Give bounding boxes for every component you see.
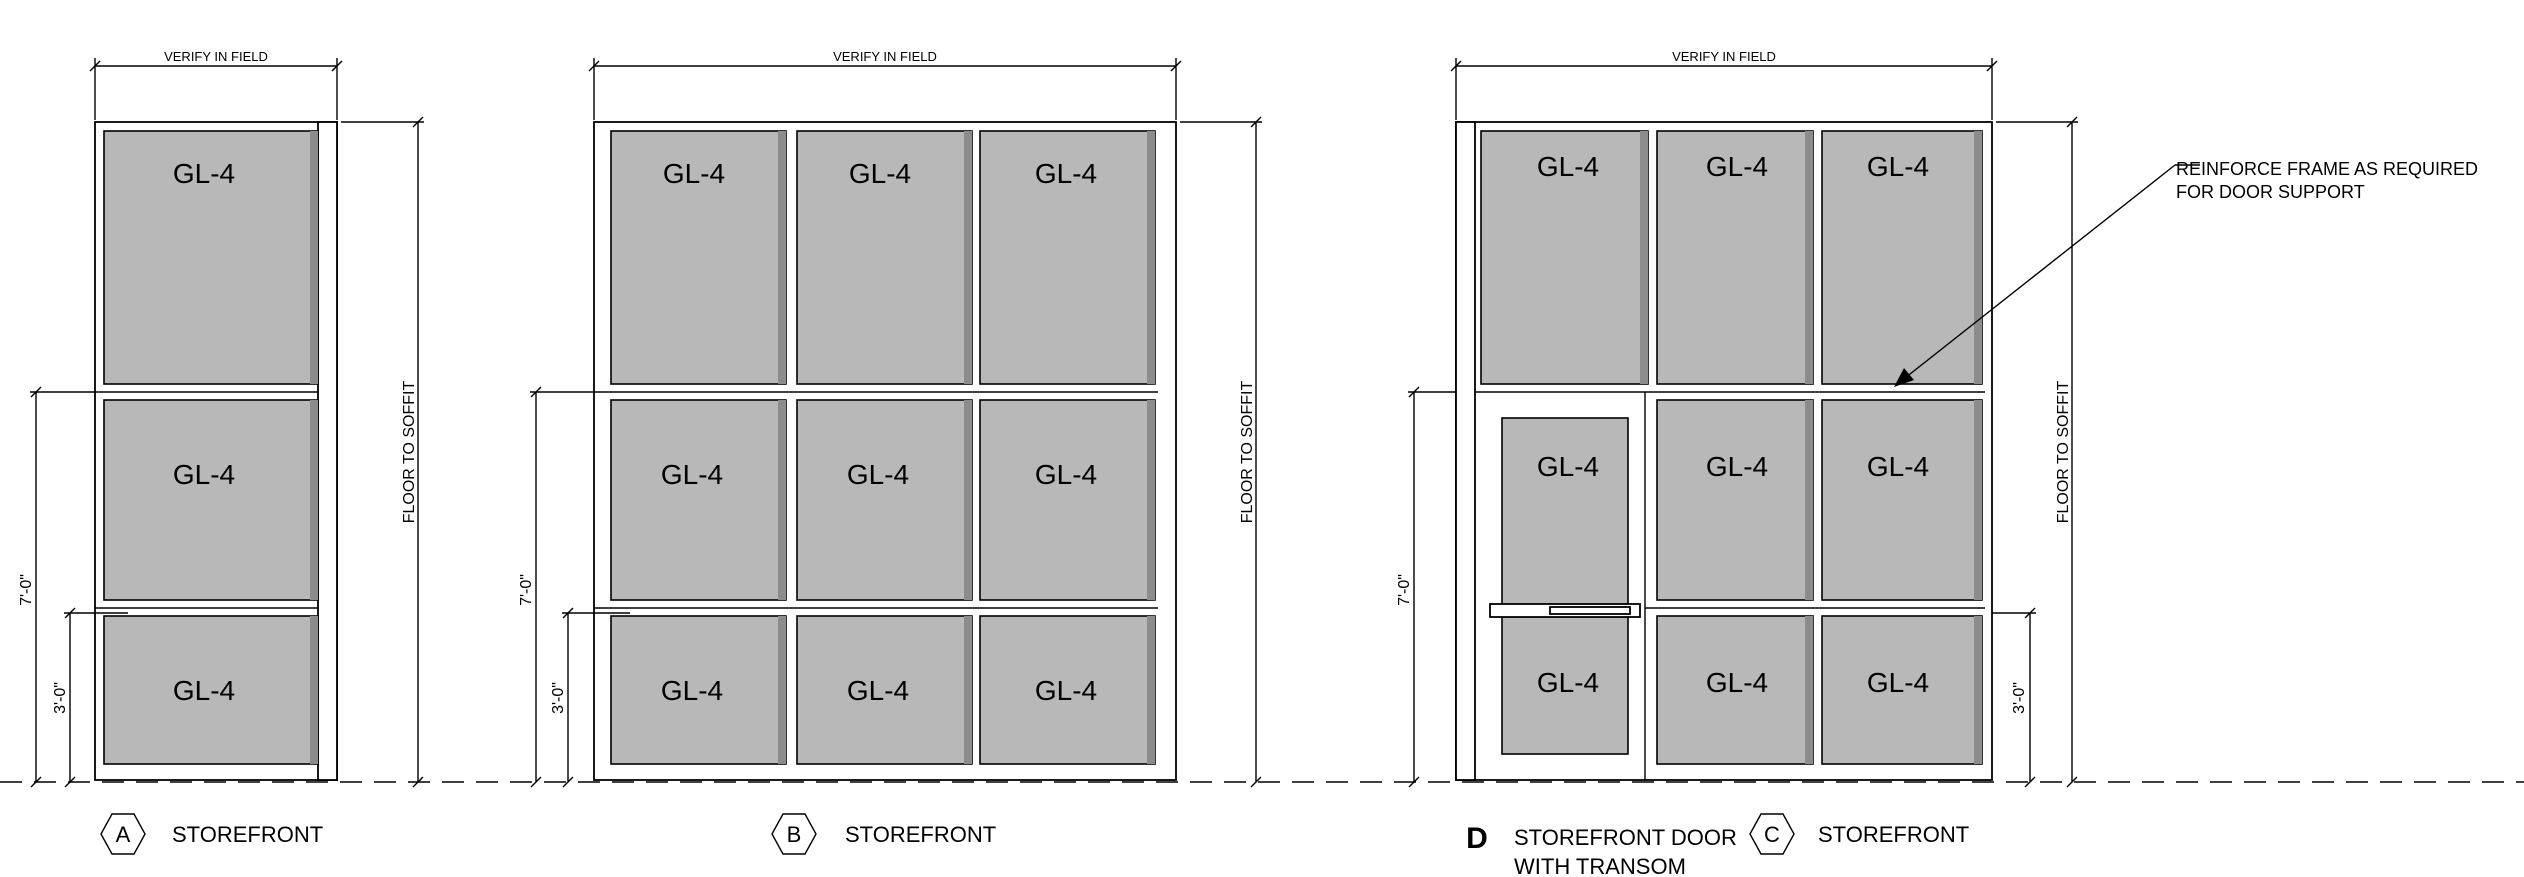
glazing-label: GL-4 xyxy=(661,459,723,490)
pane-b-2: GL-4 xyxy=(796,130,973,385)
elevation-tag-hexagon xyxy=(100,813,146,855)
glazing-label: GL-4 xyxy=(173,158,235,189)
elevation-tag-letter: A xyxy=(116,822,131,847)
glazing-label: GL-4 xyxy=(1537,451,1599,482)
annotation-line-2: FOR DOOR SUPPORT xyxy=(2176,182,2365,202)
pane-c-1: GL-4 xyxy=(1480,130,1649,385)
dim-verify-in-field: VERIFY IN FIELD xyxy=(833,49,937,64)
pane-c-7: GL-4 xyxy=(1821,615,1983,765)
pane-c-4: GL-4 xyxy=(1656,399,1814,601)
glazing-label: GL-4 xyxy=(1035,158,1097,189)
glazing-label: GL-4 xyxy=(661,675,723,706)
pane-b-5: GL-4 xyxy=(796,399,973,601)
elevation-tag-hexagon xyxy=(771,813,817,855)
pane-c-5: GL-4 xyxy=(1821,399,1983,601)
elevation-tag-hexagon xyxy=(1749,813,1795,855)
glazing-label: GL-4 xyxy=(1867,451,1929,482)
dim-floor-to-soffit: FLOOR TO SOFFIT xyxy=(401,381,418,524)
dim-verify-in-field: VERIFY IN FIELD xyxy=(1672,49,1776,64)
annotation-arrowhead xyxy=(1894,368,1914,387)
elevation-title: STOREFRONT xyxy=(1818,822,1969,847)
glazing-label: GL-4 xyxy=(1867,667,1929,698)
glazing-label: GL-4 xyxy=(173,675,235,706)
dim-three-feet: 3'-0" xyxy=(2011,682,2028,714)
glazing-label: GL-4 xyxy=(663,158,725,189)
dim-floor-to-soffit: FLOOR TO SOFFIT xyxy=(2055,381,2072,524)
storefront-door: GL-4 GL-4 xyxy=(1489,417,1641,755)
glazing-label: GL-4 xyxy=(1706,151,1768,182)
pane-b-8: GL-4 xyxy=(796,615,973,765)
glazing-label: GL-4 xyxy=(173,459,235,490)
annotation-line-1: REINFORCE FRAME AS REQUIRED xyxy=(2176,159,2478,179)
dim-three-feet: 3'-0" xyxy=(550,682,567,714)
glazing-label: GL-4 xyxy=(847,675,909,706)
dim-seven-feet: 7'-0" xyxy=(1396,574,1413,606)
door-tag-letter: D xyxy=(1466,822,1488,855)
elevation-a: GL-4 GL-4 GL-4 VERIFY IN FIELD FLOOR TO … xyxy=(18,49,424,855)
annotation-leader xyxy=(1904,164,2176,379)
glazing-label: GL-4 xyxy=(1035,675,1097,706)
glazing-label: GL-4 xyxy=(1035,459,1097,490)
pane-a-3: GL-4 xyxy=(103,615,319,765)
door-push-plate xyxy=(1549,606,1631,615)
pane-b-1: GL-4 xyxy=(610,130,787,385)
elevation-tag-letter: C xyxy=(1764,822,1780,847)
elevation-b: GL-4 GL-4 GL-4 GL-4 GL-4 GL-4 GL-4 GL-4 … xyxy=(518,49,1262,855)
dim-three-feet: 3'-0" xyxy=(52,682,69,714)
glazing-label: GL-4 xyxy=(1867,151,1929,182)
dim-verify-in-field: VERIFY IN FIELD xyxy=(164,49,268,64)
glazing-label: GL-4 xyxy=(1537,151,1599,182)
pane-b-9: GL-4 xyxy=(979,615,1156,765)
pane-a-2: GL-4 xyxy=(103,399,319,601)
glazing-label: GL-4 xyxy=(847,459,909,490)
glazing-label: GL-4 xyxy=(849,158,911,189)
elevation-title: STOREFRONT xyxy=(845,822,996,847)
frame-a-right-strip xyxy=(317,121,338,781)
pane-c-3: GL-4 xyxy=(1821,130,1983,385)
pane-a-1: GL-4 xyxy=(103,130,319,385)
dim-seven-feet: 7'-0" xyxy=(518,574,535,606)
dim-seven-feet: 7'-0" xyxy=(18,574,35,606)
elevation-title: STOREFRONT xyxy=(172,822,323,847)
door-title-line-2: WITH TRANSOM xyxy=(1514,854,1686,877)
elevation-door-and-c: GL-4 GL-4 GL-4 GL-4 GL-4 GL-4 GL-4 GL-4 … xyxy=(1396,49,2478,877)
pane-c-2: GL-4 xyxy=(1656,130,1814,385)
frame-c-left-strip xyxy=(1455,121,1476,781)
pane-b-6: GL-4 xyxy=(979,399,1156,601)
pane-b-7: GL-4 xyxy=(610,615,787,765)
pane-b-3: GL-4 xyxy=(979,130,1156,385)
door-title-line-1: STOREFRONT DOOR xyxy=(1514,825,1737,850)
glazing-label: GL-4 xyxy=(1706,451,1768,482)
glazing-label: GL-4 xyxy=(1706,667,1768,698)
pane-b-4: GL-4 xyxy=(610,399,787,601)
pane-c-6: GL-4 xyxy=(1656,615,1814,765)
glazing-label: GL-4 xyxy=(1537,667,1599,698)
elevation-tag-letter: B xyxy=(787,822,802,847)
dim-floor-to-soffit: FLOOR TO SOFFIT xyxy=(1239,381,1256,524)
